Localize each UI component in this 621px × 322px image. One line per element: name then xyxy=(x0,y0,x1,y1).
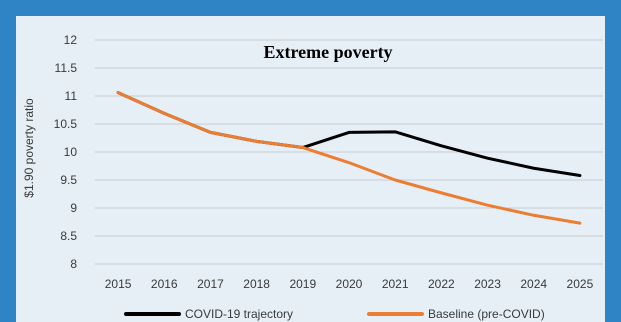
series-line-baseline xyxy=(116,91,582,225)
x-tick-label: 2022 xyxy=(428,277,455,291)
legend-item-baseline-label: Baseline (pre-COVID) xyxy=(428,307,545,321)
x-tick-label: 2017 xyxy=(197,277,224,291)
y-axis-ticks: 8 8.5 9 9.5 10 10.5 11 11.5 12 xyxy=(54,33,78,271)
x-tick-label: 2024 xyxy=(520,277,547,291)
chart-title: Extreme poverty xyxy=(263,42,392,62)
legend-item-covid-trajectory-label: COVID-19 trajectory xyxy=(185,307,293,321)
x-tick-label: 2020 xyxy=(336,277,363,291)
chart-panel: 8 8.5 9 9.5 10 10.5 11 11.5 12 2015 2016 2017 2018 2… xyxy=(16,16,605,322)
series-lines xyxy=(116,91,582,225)
gridlines xyxy=(95,39,603,265)
x-tick-label: 2016 xyxy=(151,277,178,291)
y-tick-label: 8.5 xyxy=(60,229,77,243)
y-tick-label: 11 xyxy=(65,89,78,103)
y-tick-label: 10 xyxy=(64,145,78,159)
y-tick-label: 9.5 xyxy=(60,173,77,187)
y-tick-label: 9 xyxy=(70,201,77,215)
x-tick-label: 2021 xyxy=(382,277,409,291)
x-tick-label: 2023 xyxy=(474,277,501,291)
y-tick-label: 10.5 xyxy=(54,117,78,131)
y-tick-label: 11.5 xyxy=(55,61,78,75)
y-axis-title: $1.90 poverty ratio xyxy=(22,98,36,198)
x-tick-label: 2015 xyxy=(105,277,132,291)
legend: COVID-19 trajectory Baseline (pre-COVID) xyxy=(124,307,545,321)
x-tick-label: 2025 xyxy=(567,277,594,291)
x-tick-label: 2019 xyxy=(289,277,316,291)
x-tick-label: 2018 xyxy=(243,277,270,291)
x-axis-ticks: 2015 2016 2017 2018 2019 2020 2021 2022 2023 2024… xyxy=(105,277,594,291)
y-tick-label: 8 xyxy=(70,257,77,271)
y-tick-label: 12 xyxy=(64,33,78,47)
